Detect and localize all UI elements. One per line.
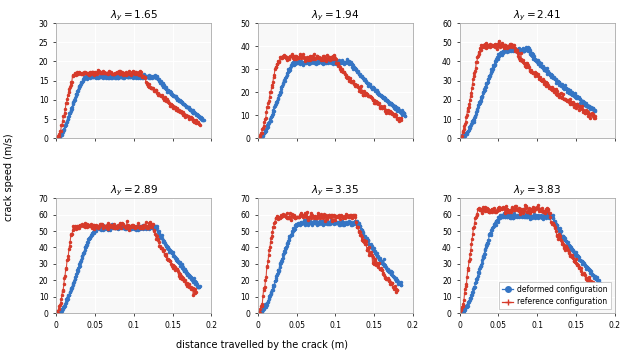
Title: $\lambda_y = 3.83$: $\lambda_y = 3.83$ [513, 184, 561, 198]
Legend: deformed configuration, reference configuration: deformed configuration, reference config… [499, 281, 611, 309]
Text: crack speed (m/s): crack speed (m/s) [4, 133, 14, 221]
Title: $\lambda_y = 1.94$: $\lambda_y = 1.94$ [311, 8, 359, 23]
Title: $\lambda_y = 2.41$: $\lambda_y = 2.41$ [513, 8, 561, 23]
Title: $\lambda_y = 1.65$: $\lambda_y = 1.65$ [110, 8, 158, 23]
Text: distance travelled by the crack (m): distance travelled by the crack (m) [176, 341, 348, 350]
Title: $\lambda_y = 3.35$: $\lambda_y = 3.35$ [311, 184, 359, 198]
Title: $\lambda_y = 2.89$: $\lambda_y = 2.89$ [110, 184, 158, 198]
